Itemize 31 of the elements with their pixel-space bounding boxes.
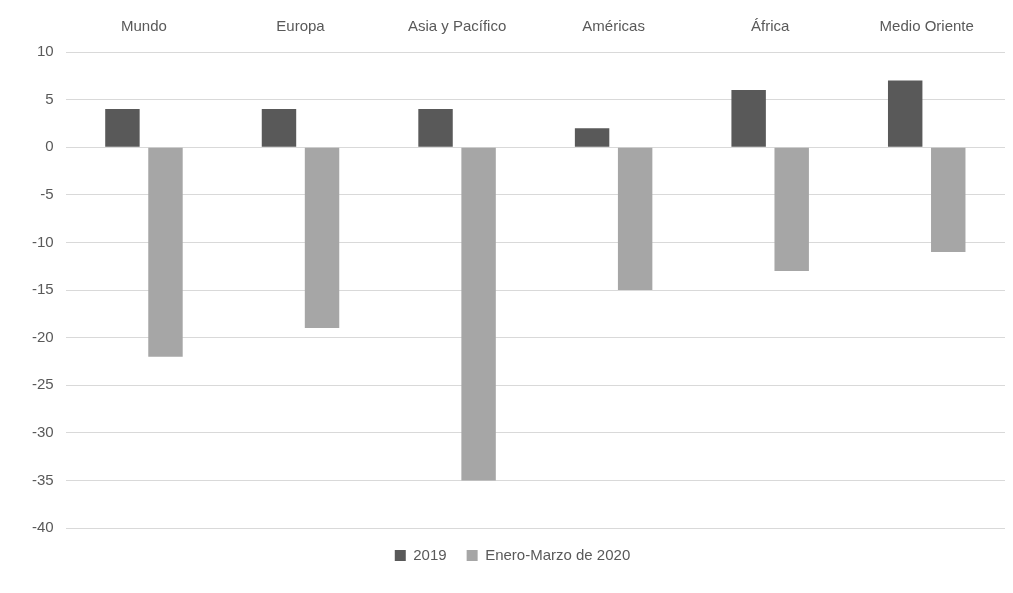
bar <box>774 147 809 271</box>
x-tick-label: Américas <box>582 17 645 35</box>
bar <box>148 147 183 357</box>
legend-label: 2019 <box>413 545 447 563</box>
y-tick-label: -5 <box>40 184 54 202</box>
y-tick-label: -35 <box>31 470 54 488</box>
y-tick-label: -30 <box>31 422 54 440</box>
x-tick-label: Mundo <box>121 17 167 35</box>
bar <box>931 147 966 252</box>
y-tick-label: -40 <box>31 518 54 536</box>
bar <box>461 147 496 481</box>
bar <box>418 109 453 147</box>
bar <box>261 109 297 147</box>
y-tick-label: -15 <box>31 280 54 298</box>
y-tick-label: 10 <box>36 42 54 60</box>
bar <box>105 109 140 147</box>
x-tick-label: Asia y Pacífico <box>407 17 507 35</box>
bar <box>574 128 610 147</box>
x-tick-label: África <box>751 17 790 35</box>
y-tick-label: -25 <box>31 375 54 393</box>
legend-label: Enero-Marzo de 2020 <box>485 545 631 563</box>
x-tick-label: Medio Oriente <box>879 17 974 35</box>
y-tick-label: 0 <box>45 137 54 155</box>
bar <box>731 90 766 147</box>
y-tick-label: -20 <box>31 327 54 345</box>
bar <box>304 147 340 329</box>
bar <box>887 80 923 147</box>
y-tick-label: -10 <box>31 232 54 250</box>
y-tick-label: 5 <box>45 89 54 107</box>
x-tick-label: Europa <box>276 17 326 35</box>
bar <box>617 147 653 290</box>
